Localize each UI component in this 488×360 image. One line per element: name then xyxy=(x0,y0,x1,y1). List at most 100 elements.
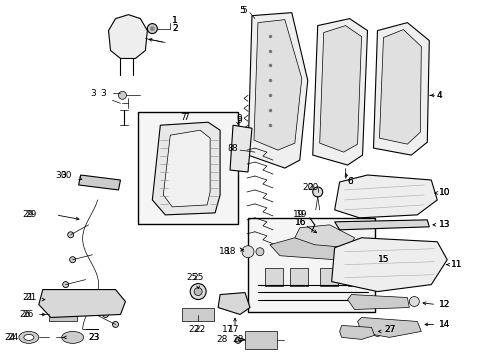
Bar xyxy=(319,268,337,285)
Text: 8: 8 xyxy=(231,144,237,153)
Text: 7: 7 xyxy=(180,113,186,122)
Circle shape xyxy=(183,180,193,190)
Text: 19: 19 xyxy=(296,210,307,219)
Text: 10: 10 xyxy=(438,188,450,197)
Text: 22: 22 xyxy=(194,325,205,334)
Polygon shape xyxy=(152,122,220,215)
Ellipse shape xyxy=(61,332,83,343)
Text: 15: 15 xyxy=(377,255,388,264)
Text: 16: 16 xyxy=(294,218,305,227)
Polygon shape xyxy=(39,289,125,318)
Text: 12: 12 xyxy=(438,300,450,309)
Text: 20: 20 xyxy=(302,184,313,193)
Text: 17: 17 xyxy=(227,325,239,334)
Bar xyxy=(49,307,77,321)
Text: 30: 30 xyxy=(56,171,67,180)
Text: 18: 18 xyxy=(219,247,230,256)
Text: 24: 24 xyxy=(4,333,16,342)
Text: 6: 6 xyxy=(347,177,353,186)
Text: 16: 16 xyxy=(294,218,305,227)
Text: 10: 10 xyxy=(438,188,450,197)
Polygon shape xyxy=(163,130,210,207)
Text: 20: 20 xyxy=(307,184,319,193)
Text: 28: 28 xyxy=(232,335,243,344)
Circle shape xyxy=(62,282,68,288)
Text: 6: 6 xyxy=(347,177,353,186)
Polygon shape xyxy=(339,325,374,339)
Text: 19: 19 xyxy=(293,210,304,219)
Polygon shape xyxy=(373,23,428,155)
Circle shape xyxy=(102,311,108,318)
Text: 21: 21 xyxy=(26,293,37,302)
Ellipse shape xyxy=(19,332,39,343)
Text: 29: 29 xyxy=(26,210,37,219)
Text: 1: 1 xyxy=(172,16,178,25)
Text: 1: 1 xyxy=(172,16,178,25)
Text: 21: 21 xyxy=(23,293,34,302)
Polygon shape xyxy=(269,238,339,260)
Text: 4: 4 xyxy=(435,91,441,100)
Polygon shape xyxy=(253,20,301,150)
Text: 28: 28 xyxy=(216,335,227,344)
Text: 5: 5 xyxy=(241,6,246,15)
Circle shape xyxy=(190,284,206,300)
Circle shape xyxy=(69,257,76,263)
Circle shape xyxy=(242,246,253,258)
Text: 29: 29 xyxy=(23,210,34,219)
Text: 25: 25 xyxy=(192,273,203,282)
Text: 5: 5 xyxy=(239,6,244,15)
Text: 8: 8 xyxy=(227,144,233,153)
Bar xyxy=(264,268,282,285)
Text: 23: 23 xyxy=(88,333,100,342)
Text: 23: 23 xyxy=(88,333,100,342)
Text: 3: 3 xyxy=(90,89,95,98)
Polygon shape xyxy=(347,294,408,310)
Circle shape xyxy=(312,187,322,197)
Text: 24: 24 xyxy=(8,333,19,342)
Circle shape xyxy=(408,297,419,306)
Text: 11: 11 xyxy=(450,260,462,269)
Polygon shape xyxy=(319,26,361,152)
Text: 18: 18 xyxy=(224,247,236,256)
Text: 7: 7 xyxy=(183,113,188,122)
Text: 26: 26 xyxy=(23,310,34,319)
Text: 11: 11 xyxy=(450,260,462,269)
Text: 15: 15 xyxy=(377,255,388,264)
Polygon shape xyxy=(108,15,147,58)
Text: 13: 13 xyxy=(438,220,450,229)
Circle shape xyxy=(118,91,126,99)
Text: 17: 17 xyxy=(222,325,233,334)
Ellipse shape xyxy=(24,334,34,340)
Polygon shape xyxy=(294,225,354,248)
Bar xyxy=(138,112,238,224)
Polygon shape xyxy=(247,13,307,168)
Bar xyxy=(244,332,276,349)
Circle shape xyxy=(372,327,382,336)
Bar xyxy=(289,268,307,285)
Circle shape xyxy=(255,248,264,256)
Text: 4: 4 xyxy=(435,91,441,100)
Ellipse shape xyxy=(349,251,369,265)
Text: 12: 12 xyxy=(438,300,450,309)
Polygon shape xyxy=(229,125,251,172)
Text: 9: 9 xyxy=(236,114,241,123)
Polygon shape xyxy=(79,175,120,190)
Circle shape xyxy=(112,321,118,328)
Circle shape xyxy=(178,175,198,195)
Text: 2: 2 xyxy=(172,24,178,33)
Text: 13: 13 xyxy=(438,220,450,229)
Polygon shape xyxy=(379,30,421,144)
Polygon shape xyxy=(334,220,428,230)
Circle shape xyxy=(150,27,154,31)
Text: 27: 27 xyxy=(384,325,395,334)
Polygon shape xyxy=(218,293,249,315)
Circle shape xyxy=(194,288,202,296)
Text: 2: 2 xyxy=(172,24,178,33)
Text: 3: 3 xyxy=(101,89,106,98)
Circle shape xyxy=(235,337,241,343)
Polygon shape xyxy=(331,238,447,292)
Text: 27: 27 xyxy=(384,325,395,334)
Text: 14: 14 xyxy=(438,320,450,329)
Circle shape xyxy=(67,232,74,238)
Text: 25: 25 xyxy=(186,273,198,282)
